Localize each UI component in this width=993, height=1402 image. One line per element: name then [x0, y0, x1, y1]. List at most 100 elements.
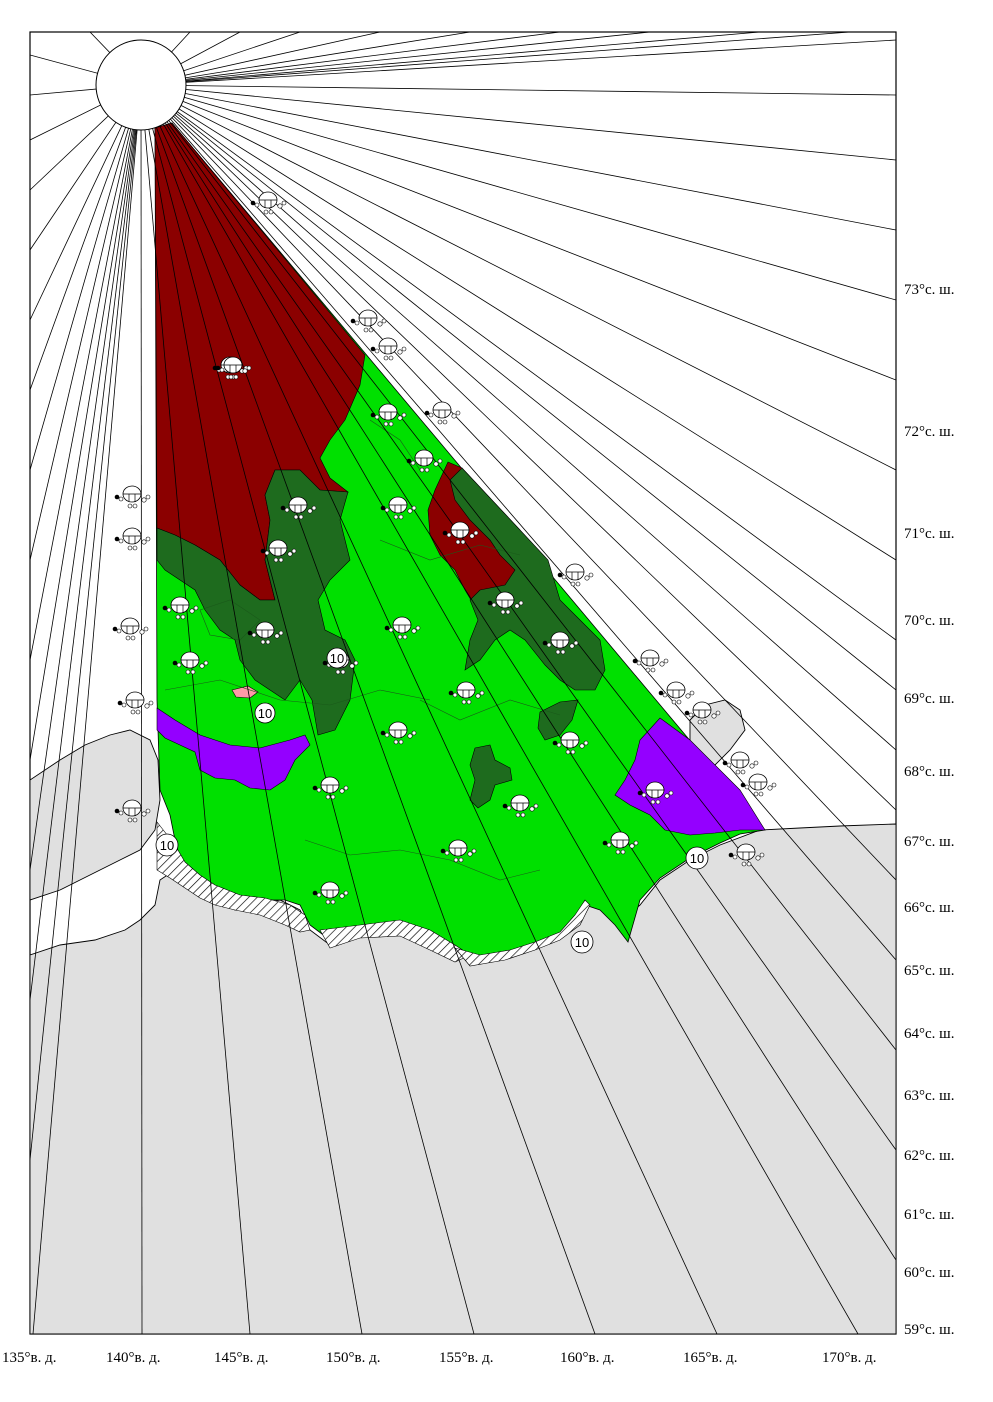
egg-code-icon [380, 721, 417, 745]
meridian-line [30, 84, 142, 1001]
ice-contour-3 [379, 539, 521, 561]
meridian-line [30, 84, 142, 561]
meridian-line [140, 84, 859, 1334]
egg-code-icon [247, 621, 284, 645]
thickness-marker: 10 [685, 846, 709, 870]
egg-code-icon [406, 449, 443, 473]
meridian-line [140, 84, 718, 1334]
egg-code-icon [380, 496, 417, 520]
meridian-line [140, 84, 896, 961]
meridian-line [140, 84, 475, 1334]
meridian-line [140, 32, 851, 86]
egg-code-icon [502, 794, 539, 818]
ice-contour-2 [164, 679, 431, 706]
lon-label-155: 155°в. д. [439, 1350, 493, 1366]
lat-label-59: 59°с. ш. [904, 1322, 954, 1338]
lat-label-64: 64°с. ш. [904, 1026, 954, 1042]
meridian-line [140, 32, 761, 86]
egg-code-icon [312, 776, 349, 800]
thickness-marker: 10 [155, 833, 179, 857]
meridian-line [30, 84, 142, 761]
meridian-line [140, 32, 471, 86]
lat-label-65: 65°с. ш. [904, 963, 954, 979]
meridian-line [140, 84, 143, 1334]
meridian-line [140, 32, 651, 86]
egg-code-icon [728, 843, 765, 867]
egg-code-icon [112, 617, 149, 641]
latitude-labels: 73°с. ш. 72°с. ш. 71°с. ш. 70°с. ш. 69°с… [904, 282, 954, 1338]
lon-label-160: 160°в. д. [560, 1350, 614, 1366]
meridian-line [140, 84, 896, 161]
egg-code-icon [215, 356, 252, 380]
meridian-line [32, 84, 142, 1334]
pole-circle [95, 39, 187, 131]
egg-code-icon [637, 781, 674, 805]
meridian-line [140, 84, 896, 301]
lat-label-67: 67°с. ш. [904, 834, 954, 850]
egg-code-icon [440, 839, 477, 863]
lon-label-165: 165°в. д. [683, 1350, 737, 1366]
lon-label-145: 145°в. д. [214, 1350, 268, 1366]
thickness-marker: 10 [326, 647, 348, 669]
fast-ice-hatch-east [454, 899, 591, 967]
meridian-line [140, 84, 896, 1051]
egg-code-icon [350, 309, 387, 333]
lat-label-63: 63°с. ш. [904, 1088, 954, 1104]
meridian-line [140, 84, 896, 1261]
lat-label-60: 60°с. ш. [904, 1265, 954, 1281]
ice-contour-6 [369, 419, 421, 471]
egg-code-icon [552, 731, 589, 755]
meridian-line [140, 84, 363, 1334]
coastal-land-west [30, 729, 161, 901]
meridian-line [140, 84, 896, 641]
fast-ice-hatch-west [156, 821, 311, 933]
egg-code-icon [260, 539, 297, 563]
meridian-line [140, 39, 896, 86]
egg-code-icon [114, 527, 151, 551]
lat-label-70: 70°с. ш. [904, 613, 954, 629]
egg-code-icon [172, 651, 209, 675]
thick-ice-west [156, 469, 356, 736]
meridian-line [30, 84, 142, 661]
thickness-marker: 10 [254, 702, 276, 724]
lat-label-66: 66°с. ш. [904, 900, 954, 916]
egg-code-icon [658, 681, 695, 705]
egg-code-icon [557, 563, 594, 587]
meridian-line [140, 84, 251, 1334]
fast-ice-hatch-south [319, 919, 471, 963]
nilas-east [614, 717, 766, 836]
ice-symbols [112, 191, 777, 905]
egg-code-icon [424, 401, 461, 425]
meridian-line [140, 84, 896, 1151]
thick-ice-patch-2 [469, 744, 513, 809]
meridian-line [140, 84, 596, 1334]
egg-code-icon [312, 881, 349, 905]
thickness-marker: 10 [570, 930, 594, 954]
egg-code-icon [740, 773, 777, 797]
meridian-line [140, 84, 896, 231]
svg-text:10: 10 [575, 935, 589, 950]
lon-label-140: 140°в. д. [106, 1350, 160, 1366]
egg-code-icon [370, 337, 407, 361]
egg-code-icon [114, 485, 151, 509]
meridian-line [140, 84, 896, 561]
egg-code-icon [250, 191, 287, 215]
meridian-line [30, 84, 142, 471]
lat-label-69: 69°с. ш. [904, 691, 954, 707]
meridian-line [140, 32, 561, 86]
egg-code-icon [280, 496, 317, 520]
meridian-line [140, 84, 896, 881]
svg-text:10: 10 [690, 851, 704, 866]
svg-text:10: 10 [330, 651, 344, 666]
egg-code-icon [684, 701, 721, 725]
meridian-line [140, 84, 896, 96]
lon-label-135: 135°в. д. [2, 1350, 56, 1366]
lat-label-68: 68°с. ш. [904, 764, 954, 780]
meridian-line [140, 84, 896, 691]
egg-code-icon [632, 649, 669, 673]
pink-ice-patch [231, 685, 259, 699]
lat-label-62: 62°с. ш. [904, 1148, 954, 1164]
egg-code-icon [114, 799, 151, 823]
egg-code-icon [602, 831, 639, 855]
egg-code-icon [487, 591, 524, 615]
